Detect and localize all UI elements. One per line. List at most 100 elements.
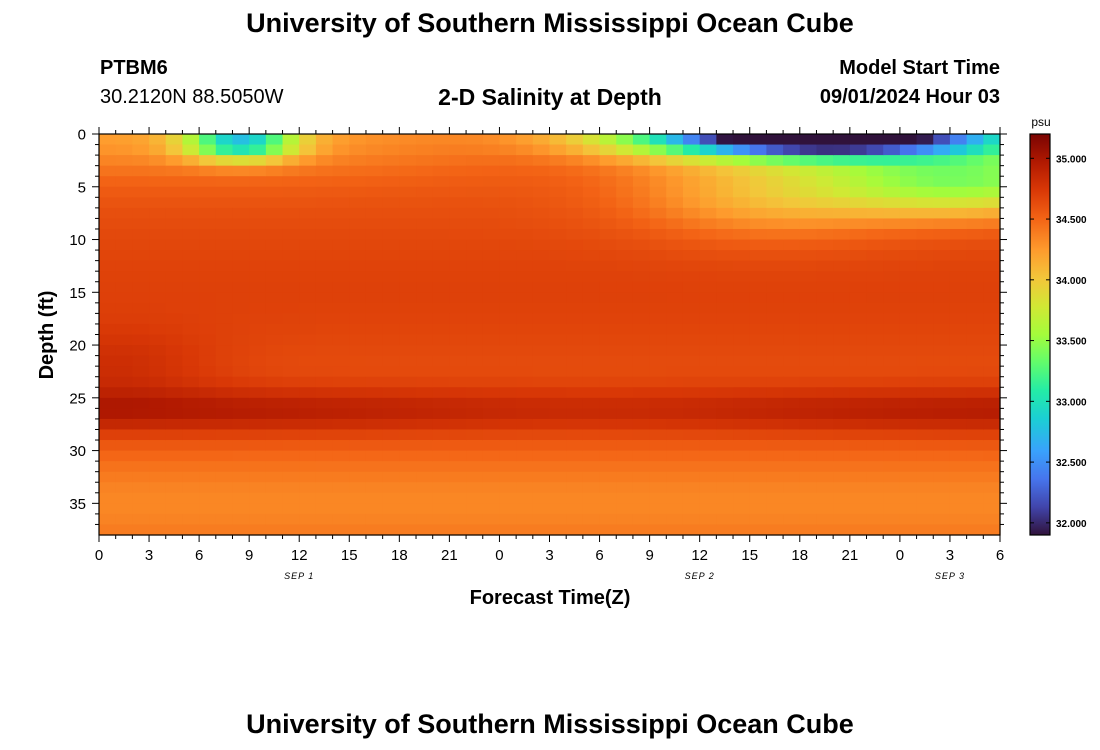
heatmap-cell [933,197,951,209]
heatmap-cell [416,323,434,336]
heatmap-cell [899,144,918,156]
heatmap-cell [833,345,851,357]
heatmap-cell [899,503,918,515]
heatmap-cell [99,334,117,346]
heatmap-cell [716,376,734,388]
heatmap-cell [833,450,851,462]
heatmap-cell [916,471,934,483]
heatmap-cell [115,165,133,177]
heatmap-cell [416,376,434,388]
heatmap-cell [132,186,150,198]
heatmap-cell [549,429,567,441]
heatmap-cell [582,197,601,209]
heatmap-cell [682,408,701,420]
heatmap-cell [849,313,868,325]
heatmap-cell [349,250,367,262]
heatmap-cell [132,260,150,272]
heatmap-cell [833,260,851,272]
heatmap-cell [215,366,234,378]
heatmap-cell [399,513,417,526]
heatmap-cell [666,134,684,146]
heatmap-cell [699,366,717,378]
heatmap-cell [432,429,450,441]
heatmap-cell [332,376,350,388]
heatmap-cell [182,503,200,515]
heatmap-cell [916,482,934,494]
heatmap-cell [866,323,884,336]
heatmap-cell [165,228,184,241]
heatmap-cell [499,376,517,388]
heatmap-cells [99,134,1001,536]
heatmap-cell [132,323,150,336]
heatmap-cell [949,134,968,146]
heatmap-cell [799,461,818,473]
heatmap-cell [215,524,234,536]
heatmap-cell [749,134,768,146]
heatmap-cell [716,355,734,367]
heatmap-cell [516,387,534,399]
heatmap-cell [165,207,184,220]
heatmap-cell [499,250,517,262]
heatmap-cell [849,292,868,304]
heatmap-cell [799,429,818,441]
heatmap-cell [466,334,484,346]
heatmap-cell [833,313,851,325]
heatmap-cell [983,260,1001,272]
heatmap-cell [466,366,484,378]
heatmap-cell [566,271,584,283]
heatmap-cell [616,155,634,167]
heatmap-cell [382,492,400,504]
heatmap-cell [849,260,868,272]
heatmap-cell [449,155,467,167]
heatmap-cell [716,176,734,188]
heatmap-cell [949,260,968,272]
heatmap-cell [983,524,1001,536]
heatmap-cell [949,366,968,378]
heatmap-cell [783,271,801,283]
heatmap-cell [132,376,150,388]
heatmap-cell [516,292,534,304]
heatmap-cell [699,461,717,473]
heatmap-cell [165,366,184,378]
heatmap-cell [833,228,851,241]
heatmap-cell [799,144,818,156]
heatmap-cell [699,334,717,346]
heatmap-cell [466,418,484,431]
heatmap-cell [382,144,400,156]
heatmap-cell [299,503,317,515]
heatmap-cell [983,366,1001,378]
heatmap-cell [966,387,984,399]
heatmap-cell [783,450,801,462]
heatmap-cell [349,271,367,283]
heatmap-cell [332,355,350,367]
heatmap-cell [149,207,167,220]
heatmap-cell [899,524,918,536]
heatmap-cell [265,397,284,409]
heatmap-cell [749,492,768,504]
heatmap-cell [432,408,450,420]
heatmap-cell [783,387,801,399]
heatmap-cell [632,260,651,272]
heatmap-cell [682,492,701,504]
heatmap-cell [966,218,984,230]
heatmap-cell [549,144,567,156]
heatmap-cell [833,503,851,515]
heatmap-cell [933,144,951,156]
heatmap-cell [365,313,384,325]
x-tick-label: 15 [341,547,358,564]
heatmap-cell [399,323,417,336]
heatmap-cell [265,492,284,504]
heatmap-cell [199,134,217,146]
heatmap-cell [649,408,667,420]
heatmap-cell [933,250,951,262]
heatmap-cell [232,492,250,504]
heatmap-cell [449,503,467,515]
heatmap-cell [182,155,200,167]
heatmap-cell [549,239,567,251]
heatmap-cell [365,134,384,146]
heatmap-cell [849,334,868,346]
heatmap-cell [299,450,317,462]
heatmap-cell [582,334,601,346]
heatmap-cell [966,228,984,241]
